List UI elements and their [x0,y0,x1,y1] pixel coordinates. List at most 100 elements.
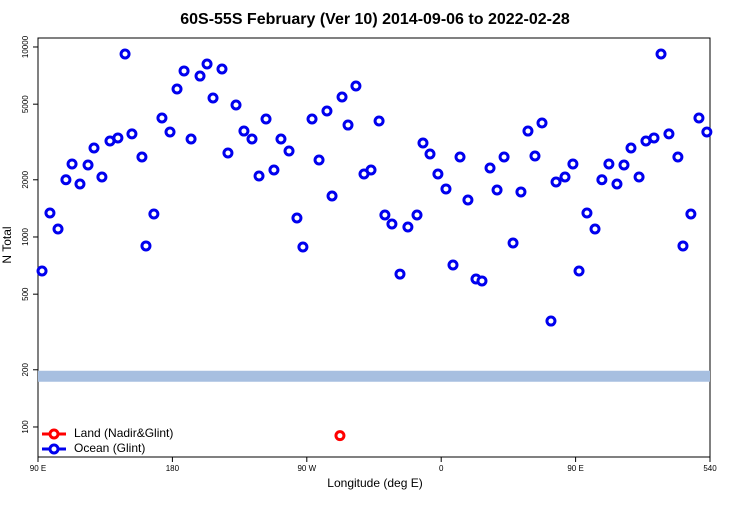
data-point [386,218,398,230]
data-point [222,147,234,159]
data-point [484,162,496,174]
data-point [201,58,213,70]
data-point [326,190,338,202]
data-point [306,113,318,125]
data-point [140,240,152,252]
data-point [693,112,705,124]
data-point [515,186,527,198]
data-point [82,159,94,171]
data-point [417,137,429,149]
x-tick-label: 180 [166,464,180,473]
data-point [411,209,423,221]
legend-label: Land (Nadir&Glint) [74,426,173,440]
data-point [52,223,64,235]
data-point [156,112,168,124]
x-tick-label: 540 [703,464,717,473]
data-point [618,159,630,171]
data-point [246,133,258,145]
x-axis-label: Longitude (deg E) [327,476,422,490]
data-point [334,430,346,442]
data-point [462,194,474,206]
data-point [550,176,562,188]
data-point [476,275,488,287]
data-point [394,268,406,280]
y-tick-label: 10000 [21,35,30,58]
data-point [559,171,571,183]
data-point [373,115,385,127]
data-point [596,174,608,186]
x-tick-label: 90 E [567,464,583,473]
data-point [291,212,303,224]
data-point [625,142,637,154]
data-point [136,151,148,163]
data-point [148,208,160,220]
legend-marker [48,443,60,455]
x-tick-label: 0 [439,464,444,473]
plot-frame [37,37,711,458]
data-point [655,48,667,60]
data-point [498,151,510,163]
legend-marker [48,428,60,440]
data-point [66,158,78,170]
data-point [74,178,86,190]
data-point [573,265,585,277]
data-point [178,65,190,77]
data-point [522,125,534,137]
data-point [507,237,519,249]
data-point [253,170,265,182]
data-point [440,183,452,195]
data-point [207,92,219,104]
data-point [313,154,325,166]
data-point [677,240,689,252]
data-point [268,164,280,176]
data-point [216,63,228,75]
data-point [36,265,48,277]
data-point [164,126,176,138]
data-point [88,142,100,154]
data-point [491,184,503,196]
data-point [96,171,108,183]
y-tick-label: 2000 [21,170,30,188]
data-point [275,133,287,145]
y-tick-label: 100 [21,420,30,434]
data-point [230,99,242,111]
data-point [350,80,362,92]
y-tick-label: 5000 [21,95,30,113]
data-point [454,151,466,163]
data-point [567,158,579,170]
data-point [185,133,197,145]
data-point [424,148,436,160]
data-point [581,207,593,219]
data-point [648,132,660,144]
data-point [633,171,645,183]
data-point [171,83,183,95]
data-point [260,113,272,125]
data-point [701,126,713,138]
data-point [297,241,309,253]
x-tick-label: 90 E [30,464,46,473]
data-point [447,259,459,271]
data-point [672,151,684,163]
data-point [536,117,548,129]
data-point [112,132,124,144]
data-point [379,209,391,221]
data-point [663,128,675,140]
data-point [194,70,206,82]
data-point [238,125,250,137]
data-point [685,208,697,220]
data-point [342,119,354,131]
data-point [365,164,377,176]
data-point [60,174,72,186]
data-point [589,223,601,235]
y-tick-label: 1000 [21,228,30,246]
data-point [44,207,56,219]
data-point [611,178,623,190]
data-point [336,91,348,103]
chart-title: 60S-55S February (Ver 10) 2014-09-06 to … [180,11,570,28]
legend-label: Ocean (Glint) [74,441,145,455]
data-point [432,168,444,180]
data-point [529,150,541,162]
data-point [603,158,615,170]
